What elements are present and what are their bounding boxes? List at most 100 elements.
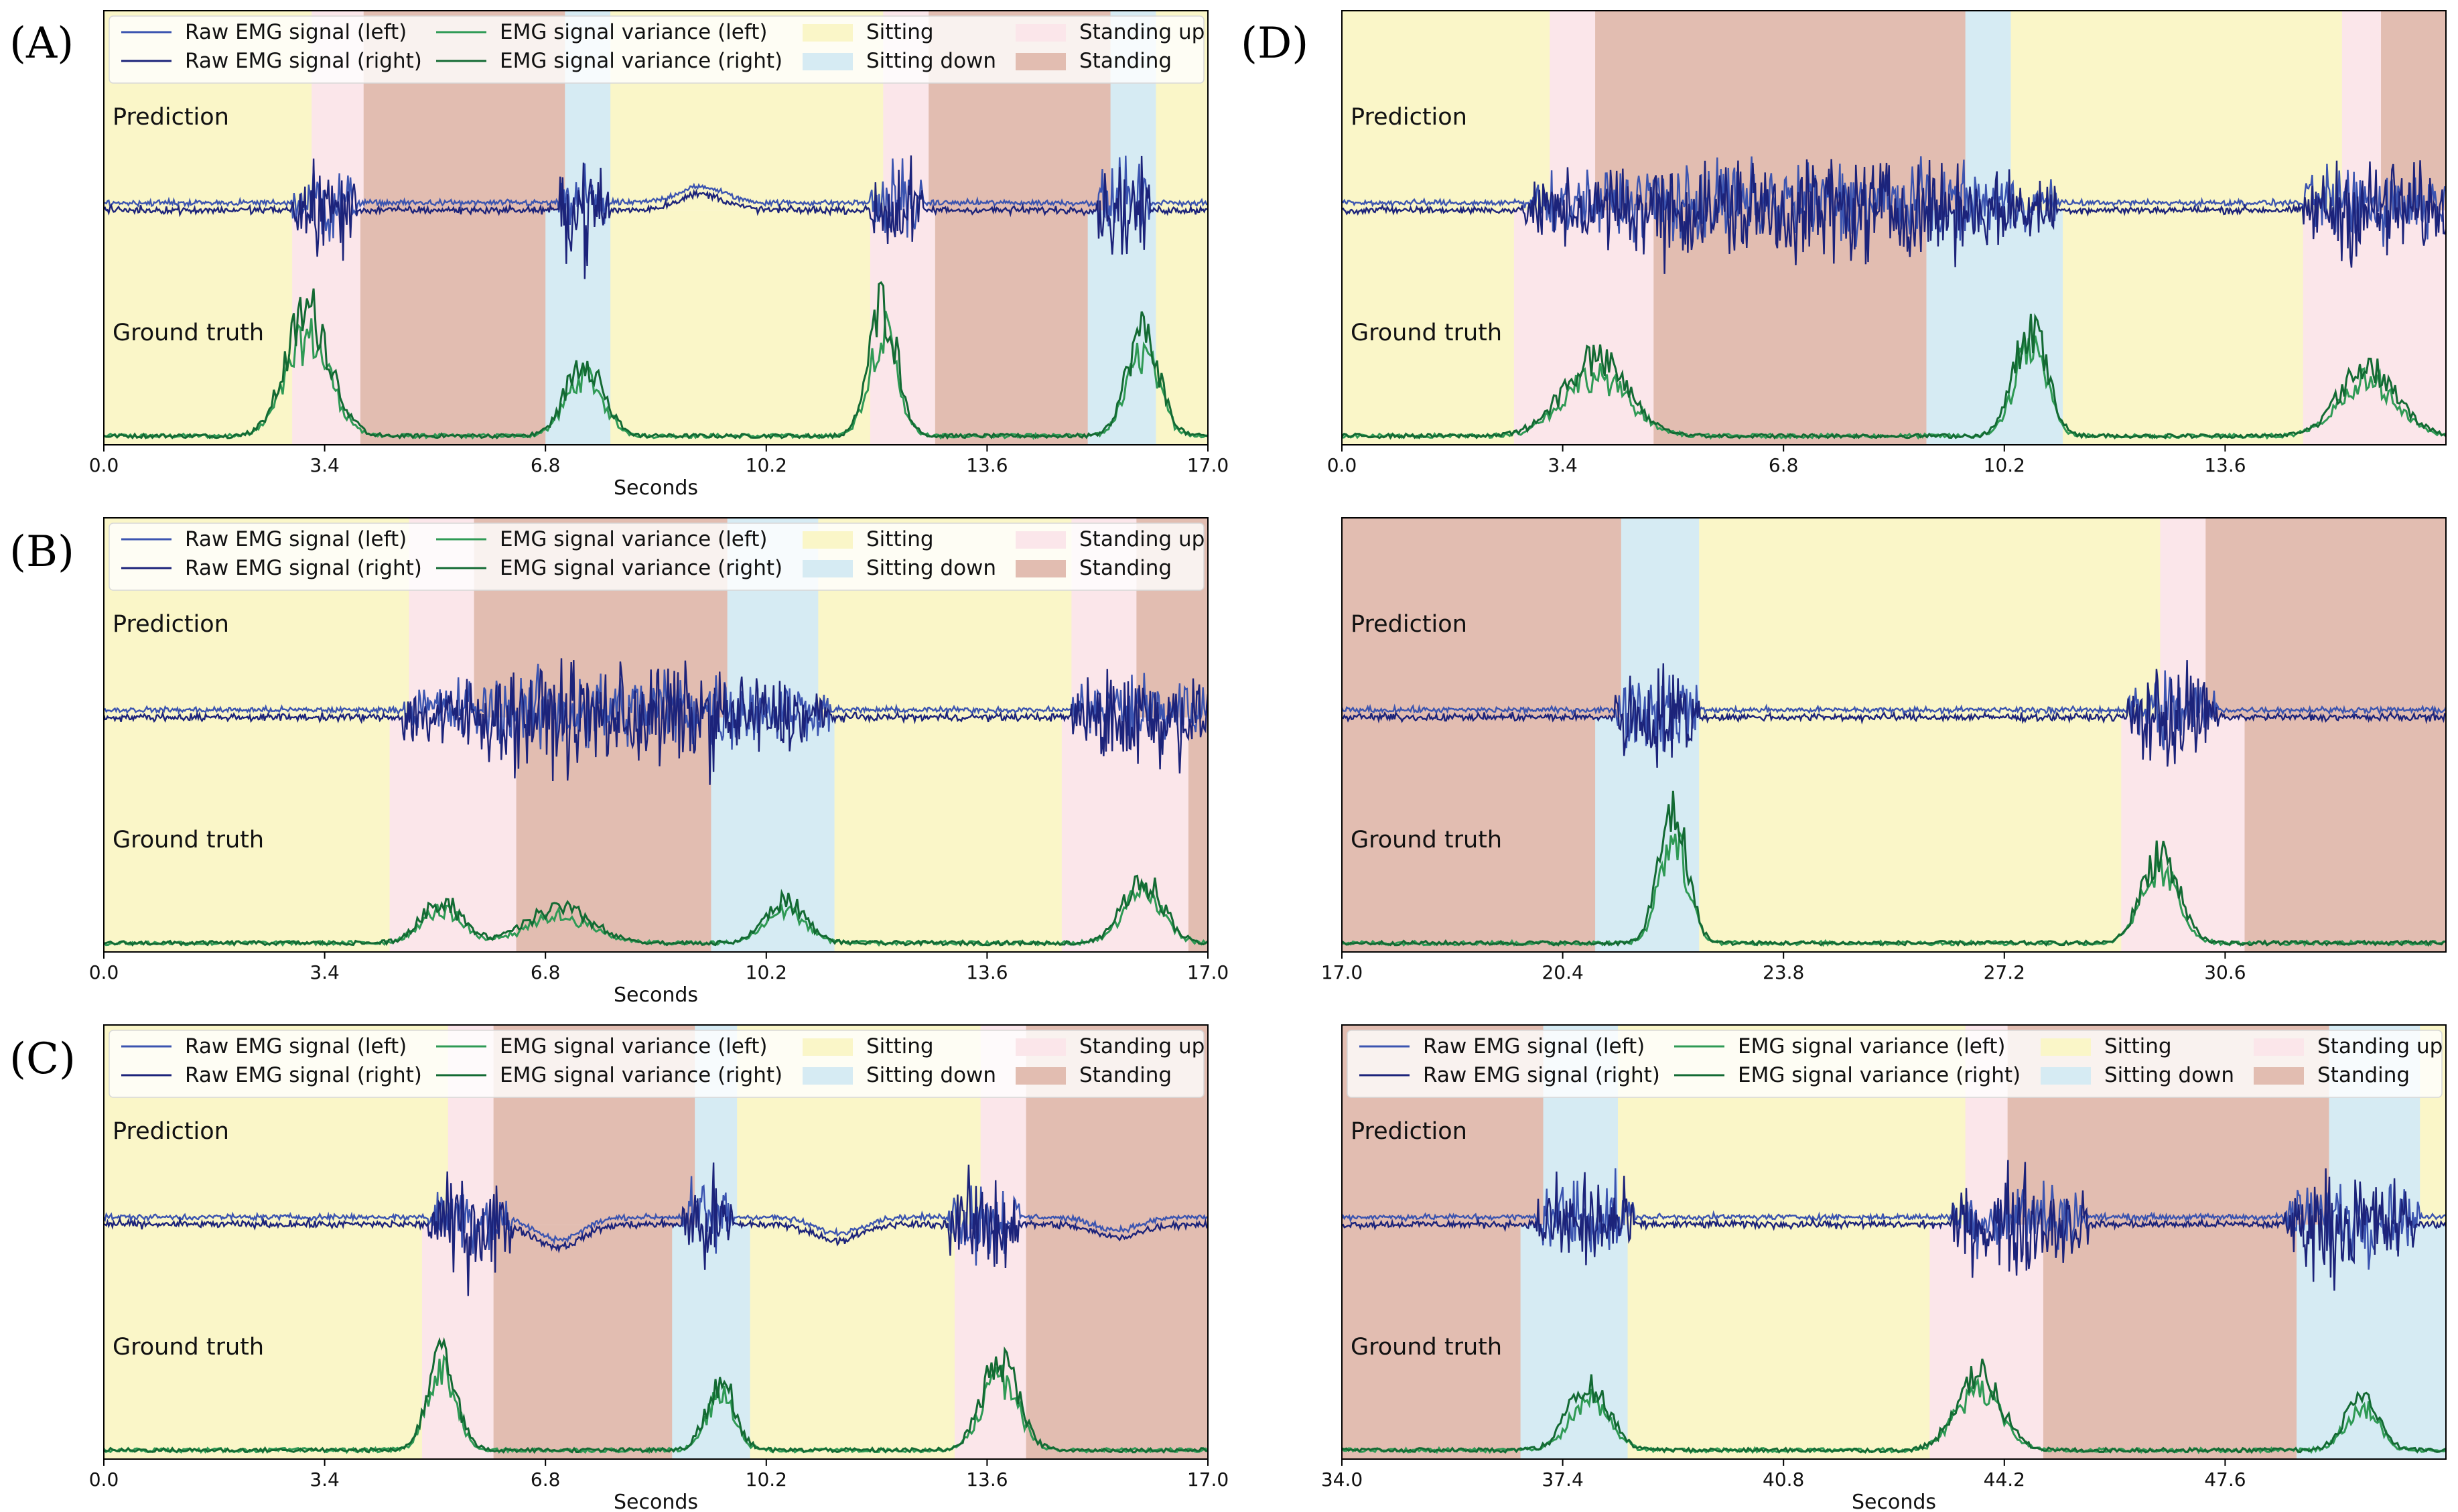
panel-label: (A) [9,19,74,68]
plot-frame [103,10,1209,445]
legend-label-raw-left: Raw EMG signal (left) [185,527,407,551]
ground-truth-segment-standing [493,1225,673,1459]
x-axis-label: Seconds [614,476,698,500]
ground-truth-segment-standing [1342,717,1596,952]
ground-truth-label: Ground truth [1351,827,1502,853]
legend-label-var-right: EMG signal variance (right) [1738,1063,2021,1087]
legend-swatch-standing [1016,560,1066,577]
legend-swatch-standing-up [1016,1038,1066,1056]
prediction-label: Prediction [1351,104,1467,131]
legend-label-var-left: EMG signal variance (left) [500,20,767,44]
panel-label: (B) [9,527,74,577]
series-raw-right [104,1162,1208,1296]
plot-frame [103,517,1209,953]
legend-label-standing: Standing [2317,1063,2410,1087]
x-tick-label: 6.8 [531,961,561,983]
legend-label-raw-right: Raw EMG signal (right) [185,49,422,73]
x-tick-label: 40.8 [1763,1468,1804,1491]
x-tick-label: 6.8 [531,1468,561,1491]
ground-truth-segment-standing [1026,1225,1208,1459]
x-tick-label: 0.0 [89,454,119,476]
ground-truth-label: Ground truth [113,320,264,346]
ground-truth-label: Ground truth [1351,320,1502,346]
x-tick-label: 44.2 [1984,1468,2025,1491]
ground-truth-segment-standing-up [2303,210,2446,445]
x-tick-label: 34.0 [1321,1468,1363,1491]
plot-frame [1341,10,2447,445]
legend: Raw EMG signal (left) Raw EMG signal (rig… [109,1030,1205,1098]
legend: Raw EMG signal (left) Raw EMG signal (rig… [109,523,1205,591]
ground-truth-segment-standing [2043,1225,2297,1459]
chart-panel: Prediction Ground truth 17.0 20.4 23.8 27.2 30… [1321,517,2447,983]
ground-truth-segment-sitting [104,1225,423,1459]
legend-label-sitting: Sitting [866,20,934,44]
x-tick-label: 3.4 [310,454,340,476]
ground-truth-segment-sitting [1156,210,1208,445]
series-var-right [104,1336,1208,1454]
x-axis-label: Seconds [614,983,698,1007]
plot-area [1342,1025,2446,1459]
x-tick-label: 10.2 [746,454,787,476]
legend-swatch-sitting-down [803,560,853,577]
ground-truth-segment-standing-up [870,210,936,445]
ground-truth-label: Ground truth [113,1334,264,1361]
x-tick-label: 6.8 [1769,454,1799,476]
legend-label-standing: Standing [1079,49,1172,73]
panel-label: (C) [9,1034,76,1084]
plot-area [1342,11,2446,445]
legend-swatch-standing [2254,1067,2304,1085]
x-tick-label: 27.2 [1984,961,2025,983]
series-var-right [104,281,1208,440]
ground-truth-segment-standing-up [954,1225,1027,1459]
legend: Raw EMG signal (left) Raw EMG signal (rig… [1347,1030,2443,1098]
x-tick-label: 47.6 [2204,1468,2246,1491]
x-tick-label: 13.6 [966,961,1008,983]
ground-truth-segment-sitting [104,210,293,445]
legend-swatch-standing-up [2254,1038,2304,1056]
ground-truth-segment-sitting [1699,717,2122,952]
x-tick-label: 17.0 [1187,961,1229,983]
x-tick-label: 23.8 [1763,961,1804,983]
ground-truth-segment-standing-up [1061,717,1189,952]
legend-box [1347,1030,2443,1098]
prediction-label: Prediction [113,104,229,131]
ground-truth-segment-sitting [1342,210,1515,445]
x-axis-label: Seconds [614,1491,698,1512]
legend-label-sitting: Sitting [866,527,934,551]
legend-swatch-sitting-down [2041,1067,2091,1085]
legend-label-var-left: EMG signal variance (left) [500,1034,767,1058]
legend-box [109,1030,1205,1098]
x-tick-label: 10.2 [1984,454,2025,476]
series-raw-left [104,1176,1208,1266]
legend-label-sitting: Sitting [866,1034,934,1058]
x-tick-label: 17.0 [1187,1468,1229,1491]
plot-frame [1341,1024,2447,1460]
x-tick-label: 10.2 [746,1468,787,1491]
legend-label-raw-left: Raw EMG signal (left) [185,20,407,44]
legend-box [109,523,1205,591]
series-var-right [1342,1359,2446,1454]
series-raw-right [104,155,1208,279]
x-tick-label: 37.4 [1542,1468,1583,1491]
legend-label-standing: Standing [1079,1063,1172,1087]
prediction-segment-sitting [1342,11,1550,211]
legend-label-sitting: Sitting [2104,1034,2172,1058]
plot-area [104,11,1208,445]
ground-truth-segment-standing [360,210,546,445]
legend-label-raw-right: Raw EMG signal (right) [185,556,422,580]
x-tick-label: 0.0 [89,961,119,983]
x-tick-label: 17.0 [1187,454,1229,476]
plot-frame [103,1024,1209,1460]
x-tick-label: 3.4 [1548,454,1578,476]
x-tick-label: 13.6 [2204,454,2246,476]
x-tick-label: 13.6 [966,454,1008,476]
x-tick-label: 13.6 [966,1468,1008,1491]
ground-truth-segment-sitting [2063,210,2304,445]
x-tick-label: 17.0 [1321,961,1363,983]
legend-label-sitting-down: Sitting down [2104,1063,2234,1087]
series-var-right [1342,791,2446,947]
series-raw-left [1342,156,2446,247]
chart-panel: Prediction Ground truth 0.0 3.4 6.8 10.2 13.6 1… [9,517,1229,1007]
ground-truth-segment-sitting [1627,1225,1930,1459]
